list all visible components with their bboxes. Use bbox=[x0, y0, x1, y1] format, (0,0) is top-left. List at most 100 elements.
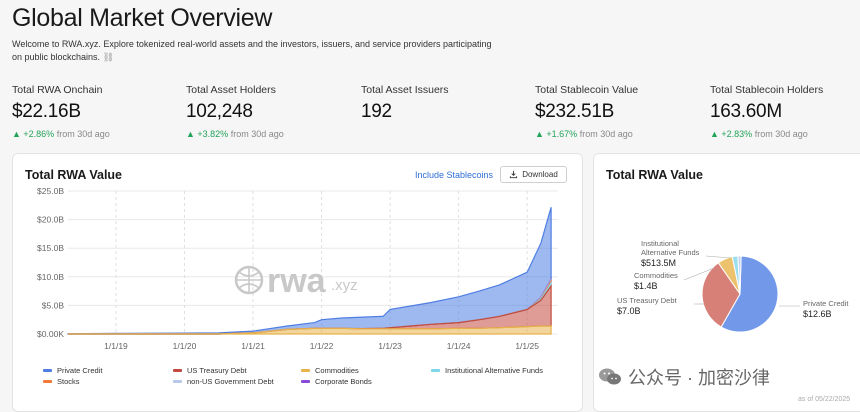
legend-label: US Treasury Debt bbox=[187, 366, 247, 375]
chart-axes: $0.00K $5.0B $10.0B $15.0B $20.0B $25.0B 1/1/1… bbox=[37, 186, 539, 351]
stat-label: Total Stablecoin Value bbox=[535, 84, 639, 96]
stat-value: $232.51B bbox=[535, 101, 614, 122]
watermark-text: 公众号 · 加密沙律 bbox=[628, 368, 770, 388]
area-series-commodities bbox=[68, 325, 552, 335]
legend-swatch bbox=[173, 369, 182, 372]
stat-change: ▲ +3.82% from 30d ago bbox=[186, 129, 356, 139]
download-button[interactable]: Download bbox=[500, 166, 567, 183]
subtitle-text: Welcome to RWA.xyz. Explore tokenized re… bbox=[12, 39, 492, 62]
stat-change-pct: ▲ +2.86% bbox=[12, 129, 55, 139]
stat-label: Total Stablecoin Holders bbox=[710, 84, 824, 96]
pie-slice-name: US Treasury Debt bbox=[617, 296, 678, 305]
stat-change: ▲ +1.67% from 30d ago bbox=[535, 129, 705, 139]
area-chart[interactable]: rwa .xyz $0.00K $5.0B $10.0B $15.0B $20.0B $2… bbox=[13, 182, 584, 387]
legend-item[interactable]: US Treasury Debt bbox=[173, 366, 247, 375]
legend-swatch bbox=[301, 369, 310, 372]
y-tick-label: $10.0B bbox=[37, 272, 64, 282]
wechat-icon bbox=[599, 368, 621, 385]
stat-change: ▲ +2.86% from 30d ago bbox=[12, 129, 182, 139]
x-tick-label: 1/1/25 bbox=[515, 341, 539, 351]
stat-change: ▲ +2.83% from 30d ago bbox=[710, 129, 860, 139]
stat-change-pct: ▲ +1.67% bbox=[535, 129, 578, 139]
pie-chart-title: Total RWA Value bbox=[606, 168, 704, 182]
pie-slice-name: Commodities bbox=[634, 271, 678, 280]
stat-change-period: from 30d ago bbox=[579, 129, 633, 139]
rwa-value-chart-card: Total RWA Value Include Stablecoins Down… bbox=[12, 153, 583, 412]
y-tick-label: $20.0B bbox=[37, 215, 64, 225]
as-of-date: as of 05/22/2025 bbox=[798, 396, 851, 403]
download-icon bbox=[510, 170, 518, 179]
stat-change-period: from 30d ago bbox=[230, 129, 284, 139]
legend-label: Commodities bbox=[315, 366, 359, 375]
pie-slice-us-treasury-debt bbox=[701, 262, 741, 328]
x-tick-label: 1/1/22 bbox=[310, 341, 334, 351]
stat-value: 102,248 bbox=[186, 101, 253, 122]
stat-value: 192 bbox=[361, 101, 392, 122]
pie-slice-value: $513.5M bbox=[641, 258, 676, 268]
x-tick-label: 1/1/23 bbox=[378, 341, 402, 351]
stat-label: Total Asset Holders bbox=[186, 84, 276, 96]
include-stablecoins-toggle[interactable]: Include Stablecoins bbox=[415, 170, 494, 180]
stat-total-rwa-onchain: Total RWA Onchain $22.16B ▲ +2.86% from … bbox=[12, 84, 182, 139]
pie-leader-line bbox=[705, 255, 732, 259]
y-tick-label: $5.0B bbox=[42, 300, 65, 310]
page-subtitle: Welcome to RWA.xyz. Explore tokenized re… bbox=[12, 38, 502, 64]
stat-total-stablecoin-value: Total Stablecoin Value $232.51B ▲ +1.67%… bbox=[535, 84, 705, 139]
legend-item[interactable]: Corporate Bonds bbox=[301, 377, 372, 386]
rwa-watermark: rwa .xyz bbox=[234, 262, 358, 300]
legend-item[interactable]: Institutional Alternative Funds bbox=[431, 366, 543, 375]
legend-label: Stocks bbox=[57, 377, 80, 386]
pie-slice-name: Private Credit bbox=[803, 299, 849, 308]
stat-change-period: from 30d ago bbox=[56, 129, 110, 139]
chart-title: Total RWA Value bbox=[25, 168, 123, 182]
wechat-watermark: 公众号 · 加密沙律 bbox=[598, 364, 770, 390]
chart-series bbox=[67, 207, 552, 335]
stat-total-asset-issuers: Total Asset Issuers 192 bbox=[361, 84, 531, 129]
pie-slice-name: Alternative Funds bbox=[641, 248, 700, 257]
legend-label: Private Credit bbox=[57, 366, 103, 375]
link-icon: ⛓ bbox=[102, 52, 115, 62]
legend-swatch bbox=[173, 380, 182, 383]
pie-slice-private-credit bbox=[720, 255, 779, 333]
legend-swatch bbox=[431, 369, 440, 372]
stat-change-period: from 30d ago bbox=[754, 129, 808, 139]
pie-slice-name: Institutional bbox=[641, 239, 679, 248]
stat-change-pct: ▲ +2.83% bbox=[710, 129, 753, 139]
legend-label: Institutional Alternative Funds bbox=[445, 366, 543, 375]
legend-label: Corporate Bonds bbox=[315, 377, 372, 386]
legend-item[interactable]: non-US Government Debt bbox=[173, 377, 274, 386]
pie-slice-value: $1.4B bbox=[634, 281, 658, 291]
x-tick-label: 1/1/21 bbox=[241, 341, 265, 351]
stat-label: Total RWA Onchain bbox=[12, 84, 103, 96]
y-tick-label: $0.00K bbox=[37, 329, 64, 339]
watermark-text: rwa bbox=[267, 262, 327, 300]
legend-item[interactable]: Private Credit bbox=[43, 366, 102, 375]
y-tick-label: $25.0B bbox=[37, 186, 64, 196]
watermark-suffix: .xyz bbox=[331, 277, 358, 294]
chart-legend: Private Credit US Treasury Debt Commoditie… bbox=[43, 366, 573, 396]
legend-label: non-US Government Debt bbox=[187, 377, 274, 386]
stat-change-pct: ▲ +3.82% bbox=[186, 129, 229, 139]
x-tick-label: 1/1/20 bbox=[173, 341, 197, 351]
legend-swatch bbox=[43, 380, 52, 383]
x-tick-label: 1/1/24 bbox=[447, 341, 471, 351]
pie-slice-other bbox=[737, 255, 742, 295]
y-tick-label: $15.0B bbox=[37, 243, 64, 253]
stats-row: Total RWA Onchain $22.16B ▲ +2.86% from … bbox=[12, 84, 860, 144]
pie-leader-line bbox=[683, 267, 715, 281]
download-label: Download bbox=[522, 170, 558, 179]
legend-item[interactable]: Commodities bbox=[301, 366, 359, 375]
stat-total-asset-holders: Total Asset Holders 102,248 ▲ +3.82% fro… bbox=[186, 84, 356, 139]
pie-chart[interactable]: Private Credit$12.6B US Treasury Debt$7.0… bbox=[594, 214, 860, 394]
stat-value: $22.16B bbox=[12, 101, 81, 122]
pie-slice-value: $7.0B bbox=[617, 306, 641, 316]
stat-value: 163.60M bbox=[710, 101, 782, 122]
x-tick-label: 1/1/19 bbox=[104, 341, 128, 351]
legend-swatch bbox=[43, 369, 52, 372]
stat-total-stablecoin-holders: Total Stablecoin Holders 163.60M ▲ +2.83… bbox=[710, 84, 860, 139]
pie-slice-value: $12.6B bbox=[803, 309, 832, 319]
legend-swatch bbox=[301, 380, 310, 383]
legend-item[interactable]: Stocks bbox=[43, 377, 80, 386]
stat-label: Total Asset Issuers bbox=[361, 84, 449, 96]
